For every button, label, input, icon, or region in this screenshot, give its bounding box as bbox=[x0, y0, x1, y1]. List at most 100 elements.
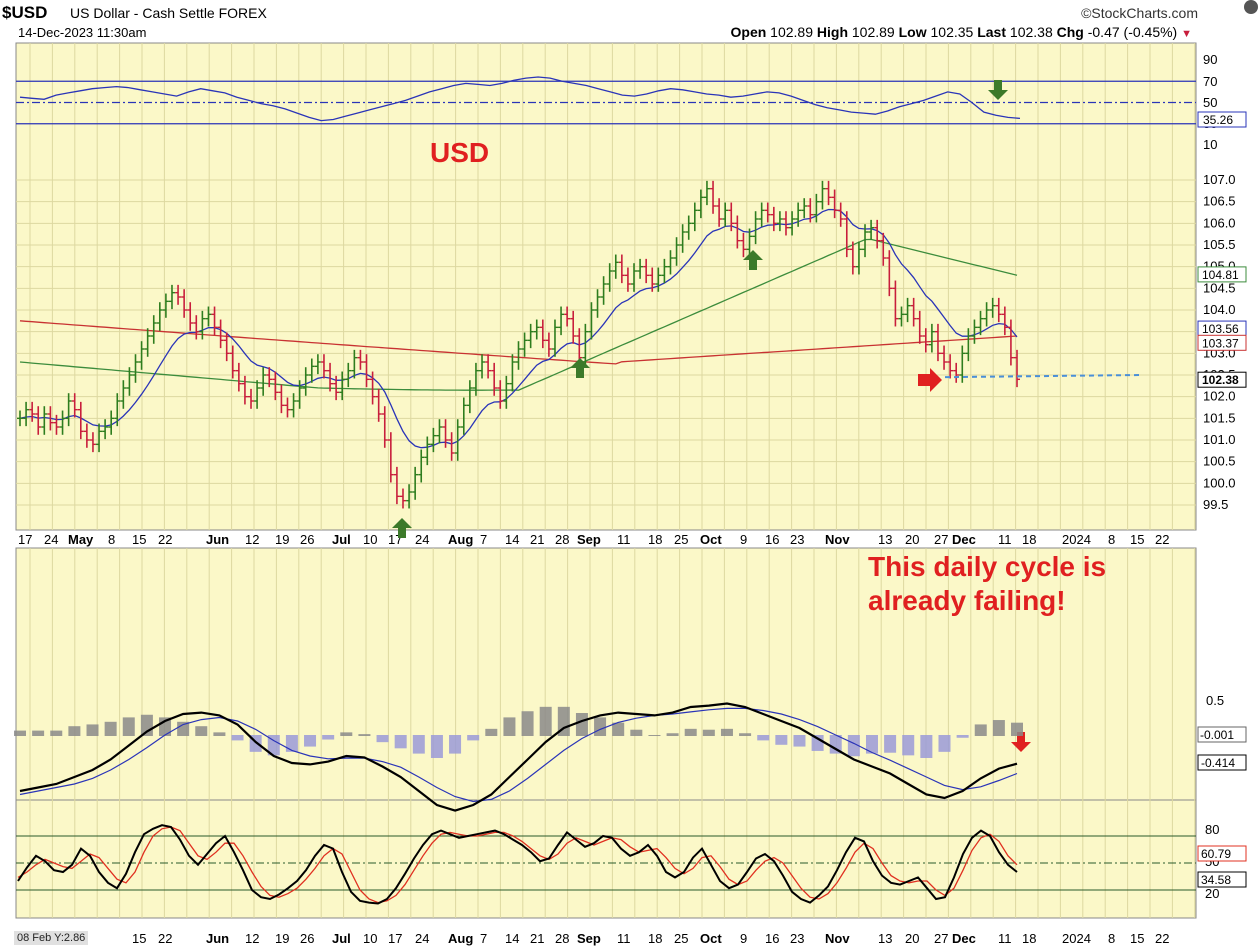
price-y-tick: 100.0 bbox=[1203, 475, 1236, 490]
footer-tag: 08 Feb Y:2.86 bbox=[14, 931, 89, 945]
price-y-tick: 105.5 bbox=[1203, 237, 1236, 252]
x-tick-label: 8 bbox=[108, 532, 115, 547]
footer-x-tick-label: 16 bbox=[765, 931, 779, 946]
macd-histogram-bar bbox=[322, 735, 335, 740]
macd-histogram-bar bbox=[720, 728, 733, 736]
x-tick-label: 12 bbox=[245, 532, 259, 547]
price-y-tick: 106.0 bbox=[1203, 215, 1236, 230]
cycle-note-line1: This daily cycle is bbox=[868, 551, 1107, 582]
macd-line bbox=[19, 702, 1018, 812]
macd-histogram-bar bbox=[340, 732, 353, 736]
x-tick-label: 15 bbox=[132, 532, 146, 547]
macd-histogram-bar bbox=[938, 735, 951, 752]
footer-x-tick-label: 11 bbox=[617, 931, 631, 946]
footer-x-tick-label: 22 bbox=[158, 931, 172, 946]
x-tick-label: Jun bbox=[206, 532, 229, 547]
x-tick-label: 19 bbox=[275, 532, 289, 547]
stoch-k-value: 60.79 bbox=[1201, 847, 1231, 861]
rsi-value-label: 35.26 bbox=[1203, 113, 1233, 127]
footer-x-tick-label: 14 bbox=[505, 931, 519, 946]
macd-histogram-bar bbox=[648, 735, 661, 736]
price-value: 102.38 bbox=[1202, 373, 1239, 387]
macd-histogram-bar bbox=[829, 735, 842, 754]
footer-x-tick-label: Jul bbox=[332, 931, 351, 946]
macd-histogram-bar bbox=[902, 735, 915, 756]
price-y-tick: 106.5 bbox=[1203, 194, 1236, 209]
cycle-note-line2: already failing! bbox=[868, 585, 1066, 616]
rsi-axis-label: 50 bbox=[1203, 95, 1217, 110]
high-value: 102.89 bbox=[851, 24, 895, 40]
macd-value: -0.414 bbox=[1201, 756, 1235, 770]
x-tick-label: Oct bbox=[700, 532, 722, 547]
stoch-axis-label: 20 bbox=[1205, 886, 1219, 901]
settings-icon[interactable] bbox=[1244, 0, 1258, 14]
green-up-arrow-icon bbox=[570, 358, 590, 378]
chg-label: Chg bbox=[1056, 24, 1084, 40]
sma50-line bbox=[19, 238, 1018, 391]
x-tick-label: Dec bbox=[952, 532, 976, 547]
high-label: High bbox=[816, 24, 848, 40]
stoch-d-value: 34.58 bbox=[1201, 873, 1231, 887]
macd-histogram-bar bbox=[630, 729, 643, 736]
x-tick-label: 7 bbox=[480, 532, 487, 547]
macd-histogram-bar bbox=[702, 729, 715, 736]
rsi-axis-label: 10 bbox=[1203, 137, 1217, 152]
x-tick-label: 8 bbox=[1108, 532, 1115, 547]
support-dashed-line bbox=[944, 374, 1141, 379]
footer-x-tick-label: 17 bbox=[388, 931, 402, 946]
brand-watermark: ©StockCharts.com bbox=[1081, 5, 1198, 21]
price-y-tick: 99.5 bbox=[1203, 497, 1228, 512]
chg-value: -0.47 (-0.45%) bbox=[1087, 24, 1178, 40]
macd-histogram-bar bbox=[757, 735, 770, 741]
macd-histogram-bar bbox=[575, 713, 588, 736]
macd-histogram-bar bbox=[412, 735, 425, 754]
footer-x-tick-label: 8 bbox=[1108, 931, 1115, 946]
stoch-d-box bbox=[1197, 871, 1247, 888]
macd-histogram-bar bbox=[739, 733, 752, 736]
macd-histogram-bar bbox=[847, 735, 860, 757]
macd-histogram-bar bbox=[920, 735, 933, 758]
x-tick-label: 24 bbox=[44, 532, 58, 547]
footer-x-tick-label: 13 bbox=[878, 931, 892, 946]
x-tick-label: 11 bbox=[998, 532, 1012, 547]
macd-signal-line bbox=[19, 707, 1018, 803]
footer-x-tick-label: 20 bbox=[905, 931, 919, 946]
macd-histogram-bar bbox=[177, 721, 190, 736]
footer-x-tick-label: Aug bbox=[448, 931, 473, 946]
x-tick-label: 13 bbox=[878, 532, 892, 547]
macd-histogram-bar bbox=[213, 732, 226, 736]
footer-x-tick-label: 19 bbox=[275, 931, 289, 946]
x-tick-label: 11 bbox=[617, 532, 631, 547]
macd-hist-value: -0.001 bbox=[1200, 728, 1234, 742]
footer-x-tick-label: Jun bbox=[206, 931, 229, 946]
sma50-value-box bbox=[1197, 266, 1247, 283]
footer-x-tick-label: Oct bbox=[700, 931, 722, 946]
rsi-axis-label: 70 bbox=[1203, 74, 1217, 89]
macd-histogram-bar bbox=[884, 735, 897, 753]
macd-histogram-bar bbox=[775, 735, 788, 745]
macd-histogram-bar bbox=[485, 728, 498, 736]
low-label: Low bbox=[898, 24, 927, 40]
macd-histogram-bar bbox=[467, 735, 480, 741]
footer-x-tick-label: 18 bbox=[648, 931, 662, 946]
x-tick-label: 27 bbox=[934, 532, 948, 547]
x-tick-label: Jul bbox=[332, 532, 351, 547]
x-tick-label: 17 bbox=[18, 532, 32, 547]
footer-x-tick-label: 25 bbox=[674, 931, 688, 946]
footer-x-tick-label: 24 bbox=[415, 931, 429, 946]
footer-x-tick-label: 12 bbox=[245, 931, 259, 946]
x-tick-label: 9 bbox=[740, 532, 747, 547]
macd-histogram-bar bbox=[358, 734, 371, 736]
red-down-arrow-icon bbox=[1011, 732, 1031, 752]
footer-x-tick-label: 9 bbox=[740, 931, 747, 946]
macd-histogram-bar bbox=[376, 735, 389, 743]
instrument-name: US Dollar - Cash Settle FOREX bbox=[70, 5, 267, 21]
macd-histogram-bar bbox=[104, 721, 117, 736]
macd-histogram-bar bbox=[50, 730, 63, 736]
ohlc-readout: Open 102.89 High 102.89 Low 102.35 Last … bbox=[731, 24, 1193, 40]
green-up-arrow-icon bbox=[743, 250, 763, 270]
ema-value: 103.56 bbox=[1202, 322, 1239, 336]
x-tick-label: 20 bbox=[905, 532, 919, 547]
footer-x-tick-label: 22 bbox=[1155, 931, 1169, 946]
